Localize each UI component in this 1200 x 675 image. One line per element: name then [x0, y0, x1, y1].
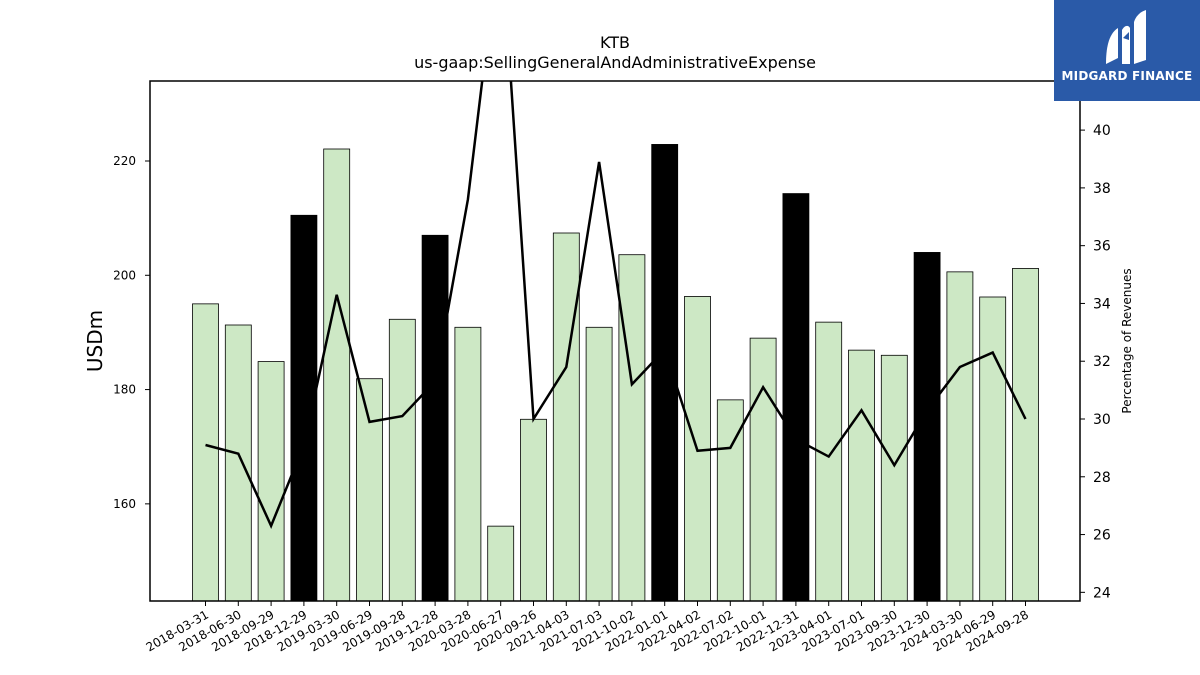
y2-tick-label: 36 — [1093, 239, 1111, 255]
y2-tick-label: 24 — [1093, 585, 1111, 601]
y2-tick-label: 28 — [1093, 470, 1111, 486]
plot-frame — [149, 80, 1081, 602]
bar — [946, 271, 974, 601]
bar — [323, 148, 351, 601]
bar — [487, 525, 515, 601]
percentage-line-series — [205, 81, 1027, 530]
bar — [356, 378, 383, 601]
bar — [782, 193, 810, 601]
bar — [1012, 268, 1039, 601]
bar — [618, 254, 646, 601]
bar — [651, 144, 679, 601]
bar — [552, 232, 580, 601]
y-tick-label: 220 — [113, 154, 136, 168]
midgard-finance-logo: MIDGARD FINANCE — [1054, 0, 1200, 101]
bar — [815, 321, 843, 601]
y-tick-label: 200 — [113, 268, 136, 282]
logo-text: MIDGARD FINANCE — [1061, 69, 1193, 83]
bar — [421, 234, 449, 601]
bar — [848, 349, 875, 601]
bar — [684, 296, 711, 601]
y2-tick-label: 30 — [1093, 412, 1111, 428]
y2-tick-label: 32 — [1093, 354, 1111, 370]
bar — [585, 326, 613, 601]
bar — [454, 326, 482, 601]
y2-tick-label: 38 — [1093, 181, 1111, 197]
y-tick-label: 160 — [113, 497, 136, 511]
bar — [520, 418, 547, 601]
bar — [749, 337, 777, 601]
y-tick-label: 180 — [113, 383, 136, 397]
bar — [224, 324, 252, 601]
midgard-logo-mark-icon — [1106, 10, 1146, 64]
bar — [257, 361, 285, 601]
percentage-line — [205, 81, 1027, 530]
bar — [979, 296, 1007, 601]
bar — [388, 318, 416, 601]
y-axis-label: USDm — [83, 310, 107, 372]
y2-tick-label: 26 — [1093, 528, 1111, 544]
chart-title: KTB — [600, 33, 630, 52]
y2-axis-label: Percentage of Revenues — [1120, 268, 1134, 413]
bar — [880, 354, 908, 601]
y2-tick-label: 40 — [1093, 123, 1111, 139]
bar — [192, 303, 219, 601]
chart-subtitle: us-gaap:SellingGeneralAndAdministrativeE… — [414, 53, 816, 72]
y2-tick-label: 34 — [1093, 296, 1111, 312]
bar-series — [192, 144, 1039, 601]
